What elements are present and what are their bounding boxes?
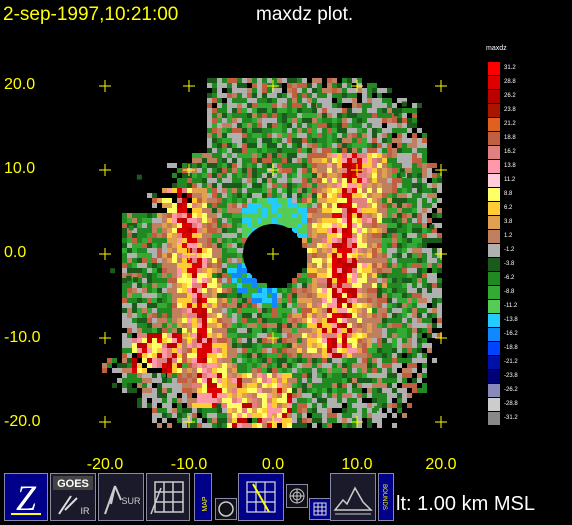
- circle-icon: [218, 501, 234, 517]
- x-tick-label: -10.0: [170, 456, 208, 473]
- map-icon: MAP: [202, 496, 209, 512]
- colorbar-label: -16.2: [504, 331, 518, 337]
- small-grid-icon: [313, 502, 327, 516]
- colorbar-swatch: [488, 272, 500, 286]
- colorbar-label: -1.2: [504, 247, 515, 253]
- colorbar-swatch: [488, 412, 500, 426]
- colorbar-label: -31.2: [504, 415, 518, 421]
- colorbar-swatch: [488, 286, 500, 300]
- colorbar-swatch: [488, 90, 500, 104]
- colorbar-label: 31.2: [504, 65, 516, 71]
- svg-text:Z: Z: [16, 478, 37, 518]
- altitude-label: lt: 1.00 km MSL: [396, 493, 535, 515]
- bounds-icon: BOUNDS: [381, 484, 387, 510]
- y-tick-label: 10.0: [4, 160, 36, 177]
- colorbar-swatch: [488, 356, 500, 370]
- colorbar-swatch: [488, 314, 500, 328]
- colorbar-swatch: [488, 398, 500, 412]
- colorbar-swatch: [488, 76, 500, 90]
- small-grid-button[interactable]: [309, 498, 331, 520]
- x-tick-label: 10.0: [341, 456, 373, 473]
- colorbar-swatch: [488, 132, 500, 146]
- colorbar-swatch: [488, 188, 500, 202]
- colorbar-swatch: [488, 370, 500, 384]
- colorbar-label: 3.8: [504, 219, 513, 225]
- colorbar-label: -28.8: [504, 401, 518, 407]
- plot-name: maxdz plot.: [256, 4, 354, 25]
- terrain-button[interactable]: [330, 473, 376, 521]
- colorbar-swatch: [488, 300, 500, 314]
- x-tick-label: 0.0: [261, 456, 285, 473]
- colorbar-swatch: [488, 146, 500, 160]
- colorbar-swatch: [488, 230, 500, 244]
- zoom-button[interactable]: Z: [4, 473, 48, 521]
- reflectivity-field: [102, 78, 442, 428]
- colorbar-label: -13.8: [504, 317, 518, 323]
- y-tick-label: 20.0: [4, 76, 36, 93]
- colorbar-label: 13.8: [504, 163, 516, 169]
- colorbar-label: -6.2: [504, 275, 515, 281]
- grid-icon: [150, 481, 184, 515]
- radar-antenna-icon: SUR: [104, 485, 141, 515]
- colorbar-label: -23.8: [504, 373, 518, 379]
- colorbar-swatch: [488, 104, 500, 118]
- colorbar-swatch: [488, 202, 500, 216]
- colorbar-swatch: [488, 118, 500, 132]
- grid-button[interactable]: [146, 473, 190, 521]
- y-tick-label: -10.0: [4, 329, 41, 346]
- colorbar-label: 23.8: [504, 107, 516, 113]
- plot-datetime: 2-sep-1997,10:21:00: [3, 4, 179, 25]
- colorbar-label: 1.2: [504, 233, 513, 239]
- colorbar-swatch: [488, 174, 500, 188]
- map-button[interactable]: MAP: [194, 473, 212, 521]
- goes-ir-button[interactable]: GOES IR: [50, 473, 96, 521]
- rings-button[interactable]: [286, 484, 308, 508]
- svg-text:SUR: SUR: [121, 496, 141, 506]
- colorbar-label: 16.2: [504, 149, 516, 155]
- zoom-z-icon: Z: [11, 478, 41, 518]
- colorbar-swatch: [488, 62, 500, 76]
- rhi-button[interactable]: [238, 473, 284, 521]
- grid-crosses: [99, 80, 447, 428]
- colorbar-label: -21.2: [504, 359, 518, 365]
- radar-plot[interactable]: [0, 0, 572, 472]
- y-tick-label: 0.0: [4, 244, 27, 261]
- circle-button[interactable]: [215, 498, 237, 520]
- satellite-icon: GOES IR: [53, 476, 93, 516]
- colorbar-swatch: [488, 342, 500, 356]
- colorbar-label: 11.2: [504, 177, 516, 183]
- colorbar-label: 26.2: [504, 93, 516, 99]
- colorbar-label: 28.8: [504, 79, 516, 85]
- colorbar-label: -11.2: [504, 303, 518, 309]
- svg-text:BOUNDS: BOUNDS: [381, 484, 387, 510]
- colorbar-swatch: [488, 384, 500, 398]
- colorbar-swatch: [488, 216, 500, 230]
- svg-text:GOES: GOES: [57, 478, 89, 490]
- colorbar-swatch: [488, 328, 500, 342]
- colorbar-label: -26.2: [504, 387, 518, 393]
- bounds-button[interactable]: BOUNDS: [378, 473, 394, 521]
- colorbar-title: maxdz: [486, 45, 507, 52]
- colorbar-label: 8.8: [504, 191, 513, 197]
- x-tick-label: -20.0: [86, 456, 124, 473]
- colorbar-swatch: [488, 244, 500, 258]
- colorbar-label: 6.2: [504, 205, 513, 211]
- colorbar-label: 21.2: [504, 121, 516, 127]
- colorbar-label: 18.8: [504, 135, 516, 141]
- x-tick-label: 20.0: [425, 456, 457, 473]
- colorbar-label: -18.8: [504, 345, 518, 351]
- y-tick-label: -20.0: [4, 413, 41, 430]
- rings-icon: [289, 488, 305, 504]
- terrain-icon: [333, 486, 373, 515]
- svg-text:IR: IR: [81, 506, 91, 516]
- sur-button[interactable]: SUR: [98, 473, 144, 521]
- colorbar-label: -8.8: [504, 289, 515, 295]
- svg-text:MAP: MAP: [202, 496, 209, 512]
- cross-section-icon: [246, 481, 276, 513]
- colorbar-label: -3.8: [504, 261, 515, 267]
- colorbar-swatch: [488, 160, 500, 174]
- colorbar-swatch: [488, 258, 500, 272]
